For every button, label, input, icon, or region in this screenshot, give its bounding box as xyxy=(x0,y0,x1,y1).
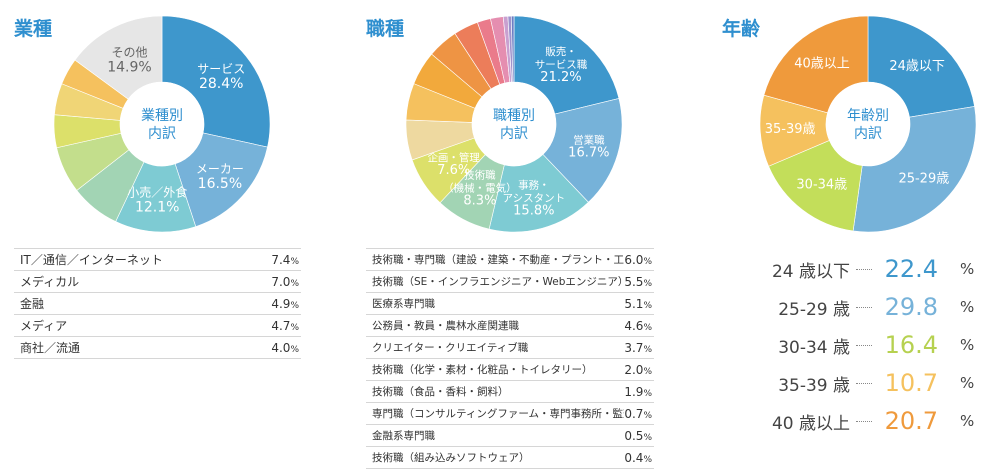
percent-sign: % xyxy=(960,412,975,430)
table-row: 公務員・教員・農林水産関連職 4.6% xyxy=(366,315,654,337)
job-table: 技術職・専門職（建設・建築・不動産・プラント・工場） 6.0% 技術職（SE・イン… xyxy=(366,248,654,469)
donut-hole xyxy=(472,82,556,166)
industry-title: 業種 xyxy=(14,18,53,40)
slice-label-40歳以上: 40歳以上 xyxy=(794,57,850,72)
row-value: 6.0% xyxy=(624,252,652,267)
row-label: 金融 xyxy=(20,297,45,311)
table-row: 技術職（組み込みソフトウェア） 0.4% xyxy=(366,447,654,469)
donut-hole xyxy=(120,82,204,166)
row-value: 4.6% xyxy=(624,318,652,333)
leader-dots xyxy=(856,344,872,346)
center-label: 年齢別内訳 xyxy=(847,108,889,142)
table-row: メディカル 7.0% xyxy=(14,271,301,293)
row-value: 3.7% xyxy=(624,340,652,355)
age-label: 40 歳以上 xyxy=(771,413,850,434)
age-value: 10.7 xyxy=(884,369,938,397)
table-row: 技術職（SE・インフラエンジニア・Webエンジニア） 5.5% xyxy=(366,271,654,293)
leader-dots xyxy=(856,268,872,270)
row-value: 7.0% xyxy=(271,274,299,289)
slice-label-30-34歳: 30-34歳 xyxy=(796,177,847,192)
row-label: 専門職（コンサルティングファーム・専門事務所・監査法人） xyxy=(372,408,624,420)
table-row: 金融 4.9% xyxy=(14,293,301,315)
table-row: 専門職（コンサルティングファーム・専門事務所・監査法人）0.7% xyxy=(366,403,654,425)
age-value: 16.4 xyxy=(884,331,938,359)
table-row: メディア 4.7% xyxy=(14,315,301,337)
row-label: 技術職（食品・香料・飼料） xyxy=(372,386,509,398)
table-row: 商社／流通 4.0% xyxy=(14,337,301,359)
row-label: クリエイター・クリエイティブ職 xyxy=(372,342,529,354)
slice-label-営業職: 営業職 16.7% xyxy=(568,133,609,160)
slice-label-24歳以下: 24歳以下 xyxy=(889,59,945,74)
table-row: クリエイター・クリエイティブ職 3.7% xyxy=(366,337,654,359)
percent-sign: % xyxy=(960,374,975,392)
slice-label-販売-サービス職: 販売・サービス職 21.2% xyxy=(535,45,588,85)
row-value: 5.1% xyxy=(624,296,652,311)
row-label: 技術職・専門職（建設・建築・不動産・プラント・工場） xyxy=(372,254,625,266)
donut-hole xyxy=(826,82,910,166)
row-value: 4.7% xyxy=(271,318,299,333)
percent-sign: % xyxy=(960,298,975,316)
leader-dots xyxy=(856,420,872,422)
age-row: 40 歳以上 20.7% xyxy=(770,402,995,440)
row-label: 技術職（組み込みソフトウェア） xyxy=(372,452,530,464)
row-label: 医療系専門職 xyxy=(372,298,435,310)
age-value: 29.8 xyxy=(884,293,938,321)
age-title: 年齢 xyxy=(722,18,761,40)
row-label: 商社／流通 xyxy=(20,341,81,355)
percent-sign: % xyxy=(960,260,975,278)
age-row: 35-39 歳 10.7% xyxy=(770,364,995,402)
age-row: 30-34 歳 16.4% xyxy=(770,326,995,364)
row-label: メディア xyxy=(20,319,68,333)
slice-label-25-29歳: 25-29歳 xyxy=(898,171,949,186)
slice-label-企画-管理: 企画・管理 7.6% xyxy=(427,151,480,178)
row-value: 0.5% xyxy=(624,428,652,443)
leader-dots xyxy=(856,382,872,384)
age-value: 20.7 xyxy=(884,407,938,435)
slice-label-事務-アシスタント: 事務・アシスタント 15.8% xyxy=(503,178,566,218)
table-row: 技術職・専門職（建設・建築・不動産・プラント・工場） 6.0% xyxy=(366,249,654,271)
slice-label-メーカー: メーカー 16.5% xyxy=(196,162,244,192)
row-value: 4.9% xyxy=(271,296,299,311)
slice-label-小売-外食: 小売／外食 12.1% xyxy=(127,184,187,215)
age-label: 35-39 歳 xyxy=(778,375,850,396)
row-label: 技術職（SE・インフラエンジニア・Webエンジニア） xyxy=(372,276,625,288)
age-label: 25-29 歳 xyxy=(778,299,850,320)
leader-dots xyxy=(856,306,872,308)
slice-label-35-39歳: 35-39歳 xyxy=(765,122,816,137)
row-value: 1.9% xyxy=(624,384,652,399)
row-label: 公務員・教員・農林水産関連職 xyxy=(372,320,519,332)
row-value: 4.0% xyxy=(271,340,299,355)
center-label: 業種別内訳 xyxy=(141,108,183,142)
row-label: 金融系専門職 xyxy=(372,430,435,442)
age-value: 22.4 xyxy=(884,255,938,283)
table-row: IT／通信／インターネット 7.4% xyxy=(14,249,301,271)
age-row: 24 歳以下 22.4% xyxy=(770,250,995,288)
age-label: 30-34 歳 xyxy=(778,337,850,358)
slice-label-技術職-機械-電気: 技術職（機械・電気） 8.3% xyxy=(443,168,517,208)
table-row: 金融系専門職 0.5% xyxy=(366,425,654,447)
row-value: 0.7% xyxy=(624,406,652,421)
table-row: 技術職（食品・香料・飼料） 1.9% xyxy=(366,381,654,403)
industry-table: IT／通信／インターネット 7.4% メディカル 7.0% 金融 4.9% メディア 4… xyxy=(14,248,301,359)
slice-label-サービス: サービス 28.4% xyxy=(197,62,245,92)
age-row: 25-29 歳 29.8% xyxy=(770,288,995,326)
slice-label-その他: その他 14.9% xyxy=(107,45,151,75)
age-list: 24 歳以下 22.4% 25-29 歳 29.8% 30-34 歳 16.4% 35… xyxy=(770,250,995,440)
row-label: IT／通信／インターネット xyxy=(20,253,163,267)
center-label: 職種別内訳 xyxy=(493,108,535,142)
row-value: 7.4% xyxy=(271,252,299,267)
percent-sign: % xyxy=(960,336,975,354)
row-value: 5.5% xyxy=(624,274,652,289)
row-label: 技術職（化学・素材・化粧品・トイレタリー） xyxy=(372,364,593,376)
age-label: 24 歳以下 xyxy=(771,261,850,282)
row-value: 2.0% xyxy=(624,362,652,377)
row-value: 0.4% xyxy=(624,450,652,465)
job-title: 職種 xyxy=(366,18,405,40)
age-pie-chart: 年齢別内訳 24歳以下 25-29歳 30-34歳 35-39歳 40歳以上 xyxy=(759,15,977,233)
row-label: メディカル xyxy=(20,275,80,289)
table-row: 医療系専門職 5.1% xyxy=(366,293,654,315)
table-row: 技術職（化学・素材・化粧品・トイレタリー） 2.0% xyxy=(366,359,654,381)
